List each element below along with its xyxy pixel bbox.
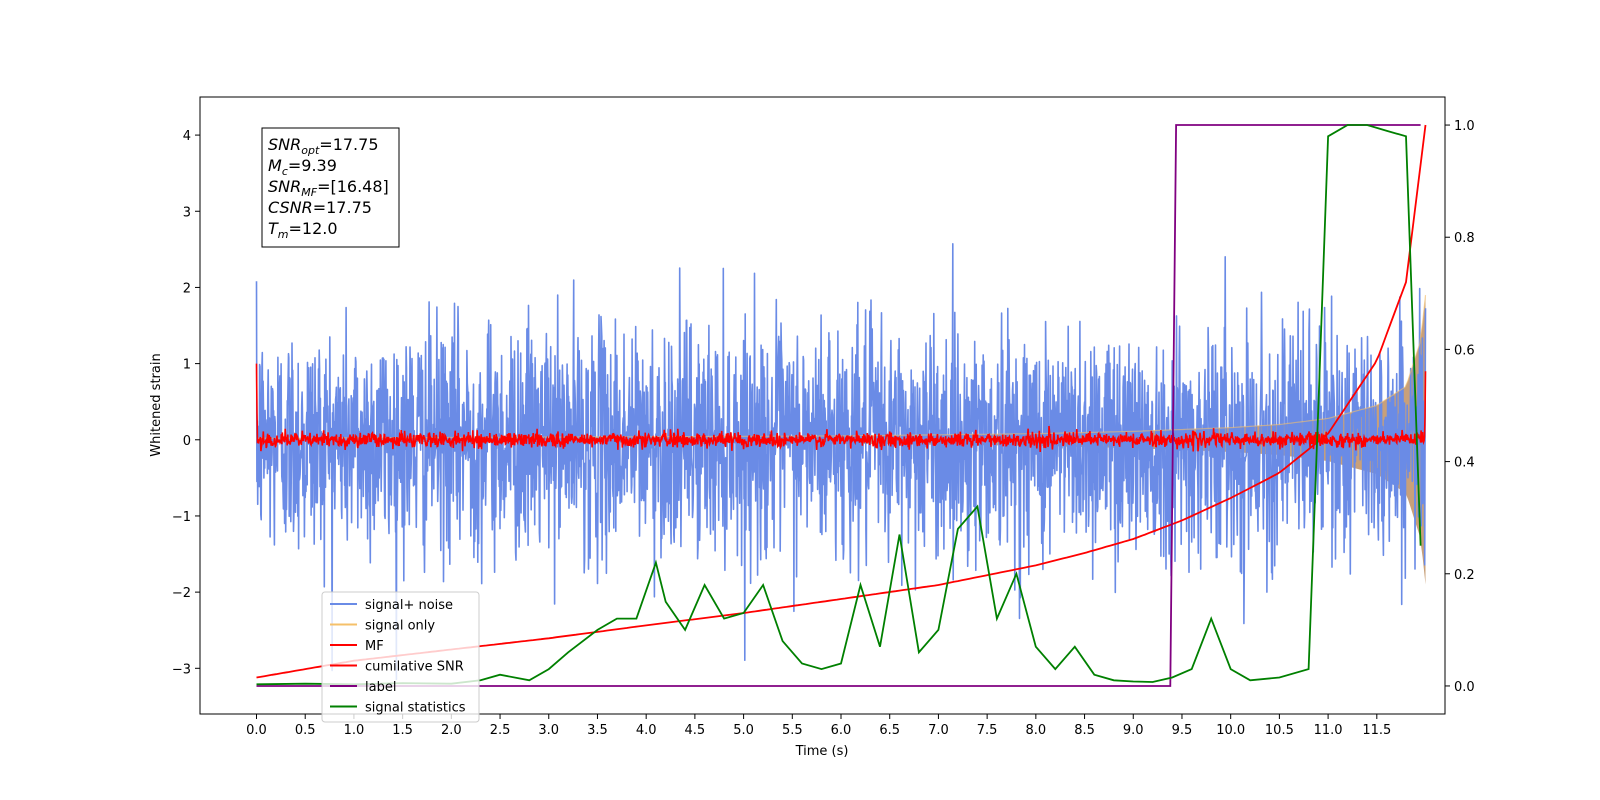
y-axis-right: 1.0 0.8 0.6 0.4 0.2 0.0: [1445, 119, 1475, 695]
y-tick-label: 3: [183, 205, 191, 220]
legend-label: signal+ noise: [365, 598, 453, 613]
plot-area: [255, 124, 1427, 687]
x-tick-label: 3.0: [538, 723, 559, 738]
y-tick-label: −1: [172, 510, 191, 525]
x-tick-label: 0.0: [246, 723, 267, 738]
x-tick-label: 9.5: [1172, 723, 1193, 738]
annotation-line: SNRopt=17.75: [268, 135, 379, 157]
x-tick-label: 7.5: [977, 723, 998, 738]
x-tick-label: 6.5: [879, 723, 900, 738]
y2-tick-label: 0.2: [1454, 568, 1475, 583]
y-tick-label: 0: [183, 434, 191, 449]
x-axis-title: Time (s): [795, 744, 849, 759]
x-tick-label: 9.0: [1123, 723, 1144, 738]
y2-tick-label: 0.0: [1454, 680, 1475, 695]
x-tick-label: 5.5: [782, 723, 803, 738]
plot-frame: [199, 96, 1446, 715]
legend: signal+ noise signal only MF cumilative SNR…: [321, 591, 480, 723]
stats-annotation-box: SNRopt=17.75Mc=9.39SNRMF=[16.48]CSNR=17.…: [261, 127, 400, 248]
legend-label: label: [365, 680, 396, 695]
y-tick-label: −2: [172, 586, 191, 601]
y-axis-left: 4 3 2 1 0 −1 −2 −3: [172, 129, 200, 677]
series-signal-plus-noise: [255, 243, 1427, 681]
x-tick-label: 1.0: [344, 723, 365, 738]
x-tick-label: 10.5: [1265, 723, 1294, 738]
x-tick-label: 1.5: [392, 723, 413, 738]
y2-tick-label: 1.0: [1454, 119, 1475, 134]
y-tick-label: 2: [183, 281, 191, 296]
y-tick-label: 4: [183, 129, 191, 144]
y-tick-label: 1: [183, 358, 191, 373]
series-label: [256, 124, 1421, 687]
x-tick-label: 6.0: [831, 723, 852, 738]
x-axis: 0.0 0.5 1.0 1.5 2.0 2.5 3.0 3.5 4.0 4.5 5.0 5.5 6.0 6…: [246, 714, 1391, 738]
x-tick-label: 4.5: [685, 723, 706, 738]
annotation-line: Mc=9.39: [268, 156, 337, 178]
legend-label: cumilative SNR: [365, 660, 464, 675]
y2-tick-label: 0.4: [1454, 456, 1475, 471]
x-tick-label: 11.0: [1314, 723, 1343, 738]
x-tick-label: 10.0: [1216, 723, 1245, 738]
x-tick-label: 4.0: [636, 723, 657, 738]
legend-label: signal statistics: [365, 701, 466, 716]
y-axis-title: Whitened strain: [149, 353, 164, 456]
annotation-line: SNRMF=[16.48]: [268, 177, 389, 199]
x-tick-label: 8.5: [1074, 723, 1095, 738]
x-tick-label: 8.0: [1026, 723, 1047, 738]
legend-label: MF: [365, 639, 384, 654]
x-tick-label: 5.0: [733, 723, 754, 738]
series-signal-statistics: [256, 124, 1422, 686]
legend-label: signal only: [365, 619, 435, 634]
annotation-line: Tm=12.0: [268, 219, 338, 241]
x-tick-label: 2.0: [441, 723, 462, 738]
x-tick-label: 3.5: [587, 723, 608, 738]
x-tick-label: 11.5: [1362, 723, 1391, 738]
y2-tick-label: 0.8: [1454, 231, 1475, 246]
annotation-line: CSNR=17.75: [268, 198, 372, 217]
x-tick-label: 0.5: [295, 723, 316, 738]
y-tick-label: −3: [172, 662, 191, 677]
series-mf: [255, 363, 1427, 453]
x-tick-label: 7.0: [928, 723, 949, 738]
y2-tick-label: 0.6: [1454, 343, 1475, 358]
x-tick-label: 2.5: [490, 723, 511, 738]
